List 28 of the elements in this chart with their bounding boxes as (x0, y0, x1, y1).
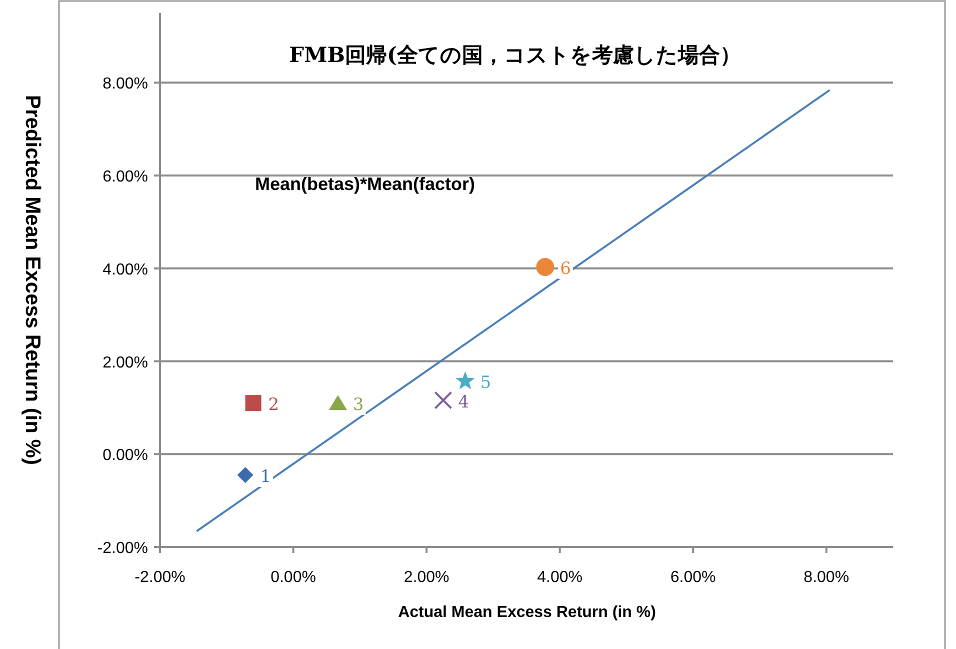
x-axis-title: Actual Mean Excess Return (in %) (398, 604, 656, 621)
point (245, 395, 262, 412)
series-label: 4 (458, 392, 470, 412)
y-tick-label: 2.00% (102, 354, 148, 372)
series-label: 3 (352, 395, 364, 416)
point (456, 371, 475, 390)
point (328, 395, 347, 410)
point (536, 258, 554, 276)
x-tick-label: 6.00% (670, 569, 716, 586)
series-label: 6 (560, 259, 571, 279)
point (434, 391, 452, 410)
x-tick-label: 4.00% (537, 569, 583, 586)
y-tick-label: 4.00% (102, 261, 148, 278)
y-tick-label: -2.00% (97, 540, 148, 557)
y-axis-title: Predicted Mean Excess Return (in %) (21, 95, 44, 465)
y-tick-label: 0.00% (102, 447, 148, 464)
x-tick-label: 0.00% (270, 569, 316, 586)
y-tick-label: 6.00% (102, 168, 148, 186)
x-tick-label: 2.00% (404, 569, 450, 586)
text: FMB回帰(全ての国，コストを考慮した場合） (289, 42, 741, 67)
x-tick-label: -2.00% (134, 569, 186, 586)
y-tick-label: 8.00% (102, 76, 148, 93)
x-tick-label: 8.00% (804, 569, 850, 586)
series-label: 2 (268, 395, 280, 416)
series-label: 1 (260, 467, 272, 488)
annotation: Mean(betas)*Mean(factor) (255, 174, 476, 194)
point (237, 467, 254, 484)
series-label: 5 (480, 373, 492, 394)
